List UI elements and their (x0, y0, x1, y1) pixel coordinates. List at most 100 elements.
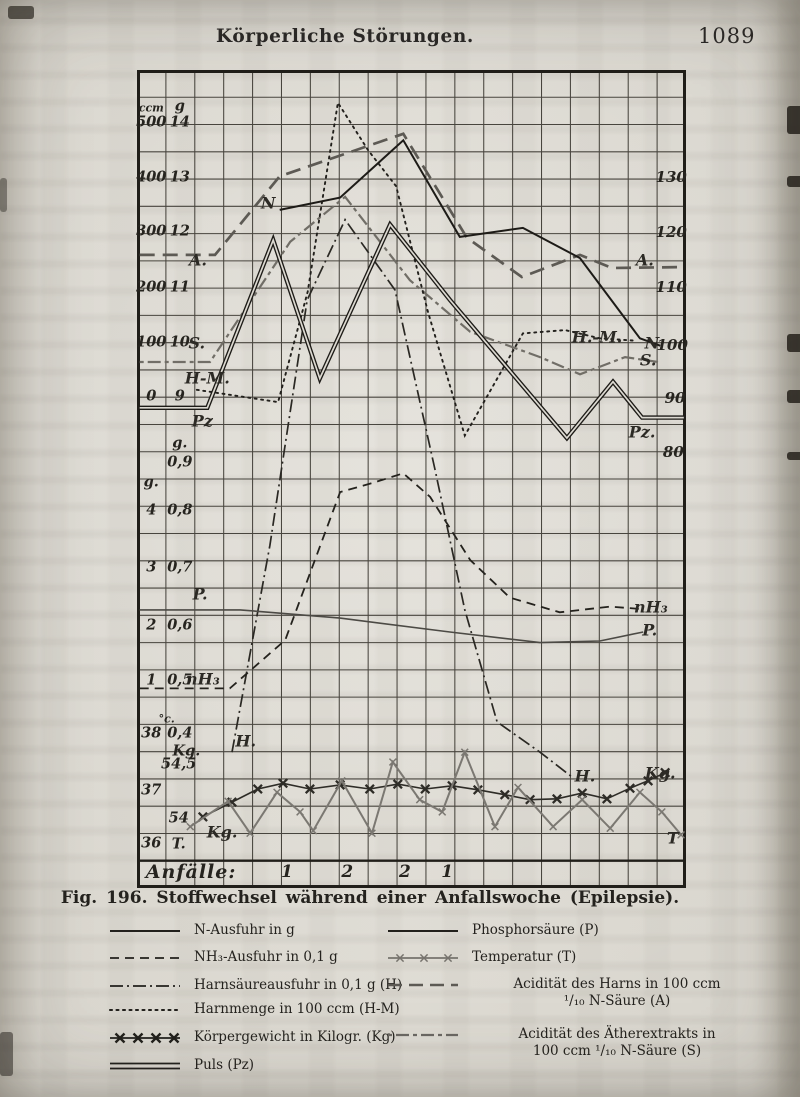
left-axis-label: 37 (141, 781, 162, 799)
left-axis-label: 54 (168, 809, 189, 827)
chart-labels-layer: A. A. S. S. H-M. H.-M. H. H. N N P. P. nH₃ nH₃ Pz Pz. Kg… (136, 70, 688, 888)
legend-swatch-nh3-ausfuhr-icon (108, 950, 182, 970)
series-T-markers (186, 748, 685, 839)
legend-swatch-koerpergewicht-icon (108, 1030, 182, 1050)
curve-tag-Kg: Kg. (206, 822, 238, 842)
legend-item-aciditaet-harn: Acidität des Harns in 100 ccm ¹/₁₀ N-Säu… (386, 976, 762, 1010)
scan-artifact (0, 1032, 13, 1076)
legend-item-harnmenge: Harnmenge in 100 ccm (H-M) (108, 1001, 400, 1022)
left-axis-label: 14 (169, 113, 190, 131)
left-axis-label: 54,5 (161, 755, 197, 773)
curve-tag-N: N (260, 193, 276, 213)
curve-tag-S: S. (188, 333, 206, 353)
legend-label-n-ausfuhr: N-Ausfuhr in g (194, 922, 295, 938)
curve-tag-P: P. (192, 584, 208, 604)
left-axis-label: g. (172, 434, 188, 452)
left-axis-label: 13 (169, 168, 190, 186)
left-axis-label: 3 (146, 558, 157, 576)
legend-item-harnsaeureausfuhr: Harnsäureausfuhr in 0,1 g (H) (108, 977, 402, 998)
curve-tag-H: H. (574, 766, 596, 786)
series-A-line (139, 132, 681, 279)
legend-label-harnsaeureausfuhr: Harnsäureausfuhr in 0,1 g (H) (194, 977, 403, 993)
left-axis-label: 300 (136, 222, 167, 240)
curve-tag-Pz: Pz (191, 411, 213, 431)
left-axis-label: Kg. (172, 742, 201, 760)
left-axis-label: 0,8 (167, 501, 193, 519)
legend-item-temperatur: Temperatur (T) (386, 949, 762, 970)
figure-chart: A. A. S. S. H-M. H.-M. H. H. N N P. P. nH₃ nH₃ Pz Pz. Kg… (136, 70, 688, 888)
figure-caption: Fig. 196. Stoffwechsel während einer Anf… (60, 888, 680, 908)
left-axis-label: 0,7 (167, 558, 193, 576)
left-axis-label: 0,4 (167, 724, 193, 742)
legend-label-harnmenge: Harnmenge in 100 ccm (H-M) (194, 1001, 400, 1017)
legend-swatch-temperatur-icon (386, 950, 460, 970)
scan-artifact (0, 178, 7, 212)
left-axis-label: 200 (136, 278, 167, 296)
left-axis-label: 400 (136, 168, 167, 186)
series-N-line (279, 138, 661, 347)
curve-tag-HM: H-M. (184, 368, 230, 388)
left-axis-label: 36 (141, 834, 162, 852)
left-axis-label: 0,9 (167, 453, 193, 471)
right-axis-label: 130 (655, 168, 687, 187)
series-H-line (231, 218, 573, 778)
scan-artifact (787, 452, 800, 460)
seizure-count: 2 (341, 862, 354, 883)
left-axis-label: 0,5 (167, 671, 193, 689)
figure-legend: N-Ausfuhr in g NH₃-Ausfuhr in 0,1 g Harnsä… (108, 916, 758, 1086)
curve-tag-HM: H.-M. (571, 327, 623, 347)
curve-tag-Pz: Pz. (628, 422, 656, 442)
left-axis-label: 9 (174, 387, 185, 405)
chart-border (137, 70, 686, 888)
scan-artifact (787, 176, 800, 187)
left-axis-label: 38 (141, 724, 162, 742)
legend-item-koerpergewicht: Körpergewicht in Kilogr. (Kg) (108, 1029, 395, 1050)
left-axis-label: 0,6 (167, 616, 193, 634)
right-axis-label: 80 (662, 443, 684, 461)
legend-swatch-puls-icon (108, 1058, 182, 1078)
scan-artifact (787, 334, 800, 352)
left-axis-label: 2 (146, 616, 157, 634)
legend-swatch-aciditaet-aetherextrakt-icon (386, 1027, 460, 1047)
running-title: Körperliche Störungen. (216, 26, 474, 47)
left-axis-label: 0 (146, 387, 157, 405)
series-P-line (139, 609, 644, 644)
left-axis-label: 4 (146, 501, 157, 519)
left-axis-label: 12 (169, 222, 190, 240)
curve-tag-T: T (666, 828, 679, 848)
curve-tag-NH3: nH₃ (185, 669, 220, 689)
legend-label-aciditaet-harn: Acidität des Harns in 100 ccm ¹/₁₀ N-Säu… (513, 976, 721, 1009)
right-axis-label: 100 (656, 335, 688, 354)
series-T-line (189, 749, 682, 836)
legend-swatch-harnsaeureausfuhr-icon (108, 978, 182, 998)
left-axis-label: 11 (169, 278, 190, 296)
curve-tag-A: A. (635, 250, 654, 270)
legend-label-nh3-ausfuhr: NH₃-Ausfuhr in 0,1 g (194, 949, 338, 965)
curve-tag-N: N (644, 333, 660, 353)
left-axis-label: °c. (158, 712, 175, 726)
seizure-axis-title: Anfälle: (145, 861, 237, 884)
legend-label-koerpergewicht: Körpergewicht in Kilogr. (Kg) (194, 1029, 396, 1045)
left-axis-label: g. (143, 473, 159, 491)
left-axis-label: 500 (136, 113, 167, 131)
series-NH3-line (139, 472, 643, 690)
legend-label-phosphorsaeure: Phosphorsäure (P) (472, 922, 599, 938)
scan-artifact (787, 106, 800, 134)
left-axis-label: 10 (169, 333, 190, 351)
legend-item-puls: Puls (Pz) (108, 1057, 254, 1078)
seizure-count: 2 (398, 862, 411, 883)
chart-grid (137, 70, 686, 888)
seizure-count: 1 (441, 862, 454, 883)
page-number: 1089 (698, 24, 756, 48)
scan-artifact (8, 6, 34, 19)
left-axis-label: ccm (138, 101, 164, 115)
chart-plot-svg (137, 70, 686, 888)
legend-item-n-ausfuhr: N-Ausfuhr in g (108, 922, 295, 943)
legend-swatch-aciditaet-harn-icon (386, 977, 460, 997)
legend-swatch-phosphorsaeure-icon (386, 923, 460, 943)
left-axis-label: 100 (136, 333, 167, 351)
legend-item-aciditaet-aetherextrakt: Acidität des Ätherextrakts in 100 ccm ¹/… (386, 1026, 762, 1060)
left-axis-label: T. (171, 835, 186, 853)
left-axis-label: 1 (146, 671, 157, 689)
